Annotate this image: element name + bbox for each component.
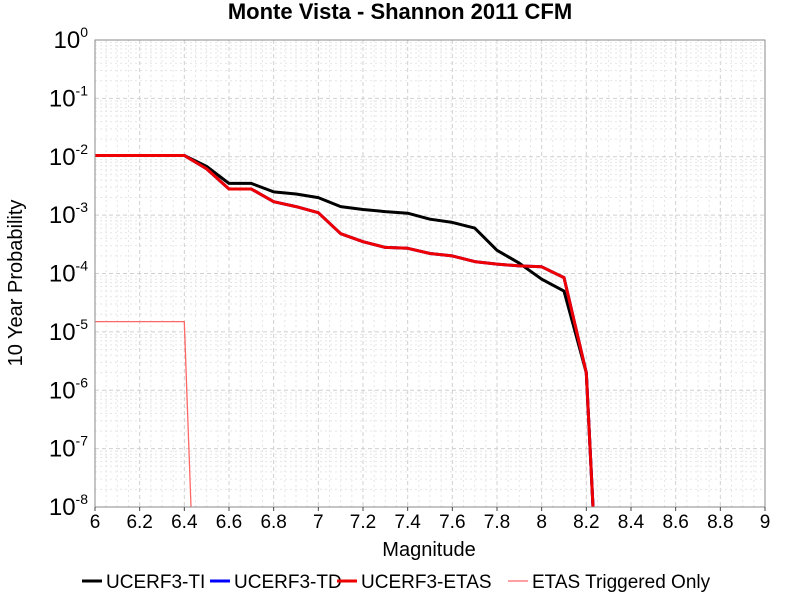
- y-tick-label: 10-7: [49, 433, 88, 463]
- y-tick-base: 10: [49, 494, 76, 521]
- legend: UCERF3-TI UCERF3-TD UCERF3-ETAS ETAS Trigge…: [82, 572, 711, 593]
- y-tick-base: 10: [49, 377, 76, 404]
- x-tick-label: 8: [536, 512, 547, 533]
- legend-label: UCERF3-TD: [234, 572, 342, 593]
- x-tick-label: 7.6: [439, 512, 465, 533]
- y-tick-base: 10: [49, 202, 76, 229]
- y-tick-base: 10: [49, 319, 76, 346]
- y-tick-exponent: -4: [76, 258, 89, 274]
- y-tick-label: 10-2: [49, 141, 88, 171]
- x-tick-label: 8.8: [707, 512, 733, 533]
- y-axis-label: 10 Year Probability: [5, 200, 27, 367]
- y-tick-base: 10: [49, 144, 76, 171]
- y-tick-label: 10-8: [49, 491, 88, 521]
- y-tick-exponent: -2: [76, 141, 89, 157]
- x-tick-label: 6.4: [171, 512, 198, 533]
- x-tick-label: 6.2: [126, 512, 152, 533]
- x-axis-ticks: 6 6.2 6.4 6.6 6.8 7 7.2 7.4 7.6 7.8 8 8.2 8.4 8.6 8.8 9: [90, 507, 771, 533]
- legend-label: ETAS Triggered Only: [532, 572, 711, 593]
- y-tick-base: 10: [54, 27, 81, 54]
- x-axis-label: Magnitude: [382, 539, 475, 561]
- y-tick-exponent: -8: [76, 491, 89, 507]
- y-tick-base: 10: [49, 85, 76, 112]
- y-tick-label: 10-5: [49, 316, 88, 346]
- y-tick-exponent: -1: [76, 82, 89, 98]
- y-tick-label: 10-3: [49, 199, 88, 229]
- y-tick-base: 10: [49, 436, 76, 463]
- y-tick-label: 10-6: [49, 374, 88, 404]
- x-tick-label: 6: [90, 512, 101, 533]
- x-tick-label: 7.4: [394, 512, 421, 533]
- y-tick-exponent: -3: [76, 199, 89, 215]
- y-tick-exponent: 0: [80, 24, 88, 40]
- y-tick-exponent: -5: [76, 316, 89, 332]
- chart-title: Monte Vista - Shannon 2011 CFM: [228, 0, 572, 24]
- y-tick-label: 10-1: [49, 82, 88, 112]
- x-tick-label: 7.8: [484, 512, 510, 533]
- grid-lines: [94, 40, 766, 508]
- y-tick-exponent: -6: [76, 374, 89, 390]
- x-tick-label: 8.4: [618, 512, 645, 533]
- x-tick-label: 8.6: [662, 512, 688, 533]
- x-tick-label: 7: [313, 512, 324, 533]
- legend-label: UCERF3-ETAS: [361, 572, 492, 593]
- y-tick-base: 10: [49, 261, 76, 288]
- x-tick-label: 7.2: [350, 512, 376, 533]
- x-tick-label: 6.6: [216, 512, 242, 533]
- legend-label: UCERF3-TI: [106, 572, 205, 593]
- y-tick-label: 10-4: [49, 258, 88, 288]
- series-line-etas-triggered-only: [95, 320, 192, 508]
- x-tick-label: 8.2: [573, 512, 599, 533]
- series-line-ucerf3-etas: [95, 154, 595, 508]
- y-tick-label: 100: [54, 24, 89, 54]
- series-layer: [95, 154, 595, 508]
- x-tick-label: 9: [760, 512, 771, 533]
- x-tick-label: 6.8: [260, 512, 286, 533]
- plot-area: [94, 39, 766, 508]
- y-tick-exponent: -7: [76, 433, 89, 449]
